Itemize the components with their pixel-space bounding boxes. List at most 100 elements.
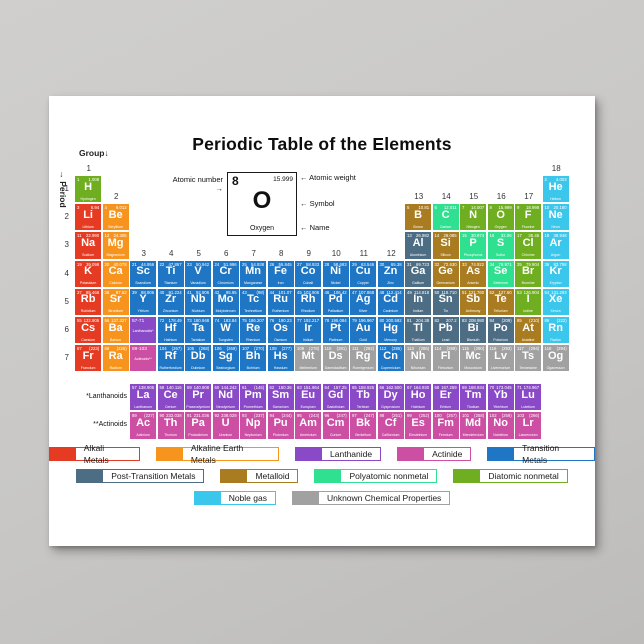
atomic-number: 108 <box>269 346 277 352</box>
element-cell-Ni: 28 58.693 Ni Nickel <box>322 260 349 287</box>
atomic-weight: 162.500 <box>386 385 402 390</box>
element-cell-Eu: 63 151.964 Eu Europium <box>295 384 322 411</box>
atomic-number: 115 <box>462 346 469 352</box>
element-name: Nitrogen <box>466 224 480 229</box>
element-name: Hafnium <box>164 337 178 342</box>
legend-item-diatomic: Diatomic nonmetal <box>453 469 568 483</box>
atomic-number: 28 <box>324 261 330 267</box>
element-symbol: Ti <box>165 265 176 278</box>
atomic-number: 14 <box>434 233 440 239</box>
element-name: Thallium <box>411 337 425 342</box>
atomic-weight: 107.868 <box>358 289 375 295</box>
element-cell-Am: 95 (243) Am Americium <box>295 412 322 439</box>
element-name: Chlorine <box>521 253 535 258</box>
atomic-weight: (267) <box>171 346 182 352</box>
group-number-8: 8 <box>279 248 284 258</box>
element-symbol: Am <box>299 416 317 429</box>
element-symbol: At <box>522 321 534 334</box>
diatomic-color-swatch <box>453 469 480 483</box>
atomic-weight: 167.259 <box>441 385 457 390</box>
element-name: Rhenium <box>246 337 261 342</box>
element-cell-Ho: 67 164.930 Ho Holmium <box>405 384 432 411</box>
element-symbol: He <box>548 180 563 193</box>
element-name: Europium <box>300 404 316 409</box>
legend-label: Transition Metals <box>513 443 595 465</box>
element-symbol: Pm <box>244 388 262 401</box>
element-symbol: H <box>84 180 93 193</box>
element-cell-V: 23 50.942 V Vanadium <box>185 260 212 287</box>
atomic-number: 39 <box>132 289 137 295</box>
element-symbol: Cn <box>383 349 398 362</box>
atomic-number: 109 <box>297 346 305 352</box>
element-cell-Ce: 58 140.116 Ce Cerium <box>157 384 184 411</box>
element-name: Lead <box>441 337 450 342</box>
atomic-weight: 22.990 <box>86 233 100 239</box>
atomic-number: 60 <box>214 385 220 390</box>
period-number-2: 2 <box>64 212 69 222</box>
element-symbol: No <box>493 416 508 429</box>
element-name: Chromium <box>217 281 234 286</box>
atomic-number: 27 <box>297 261 302 267</box>
element-name: Carbon <box>439 224 452 229</box>
element-cell-Tl: 81 204.38 Tl Thallium <box>405 317 432 344</box>
atomic-number: 65 <box>352 385 357 390</box>
atomic-weight: 88.906 <box>141 289 155 295</box>
atomic-weight: 95.95 <box>225 289 237 295</box>
element-symbol: Cs <box>81 321 96 334</box>
group-number-12: 12 <box>386 248 396 258</box>
atomic-weight-callout: ← Atomic weight <box>300 173 356 182</box>
atomic-number-callout: Atomic number → <box>172 175 223 193</box>
atomic-number: 32 <box>434 261 440 267</box>
atomic-weight: (252) <box>419 413 430 419</box>
element-name: Livermorium <box>490 365 511 370</box>
element-cell-Ta: 73 180.948 Ta Tantalum <box>185 317 212 344</box>
element-symbol: Cd <box>383 293 398 306</box>
element-name: Seaborgium <box>216 365 236 370</box>
group-number-7: 7 <box>251 248 256 258</box>
legend-row: Post-Transition Metals Metalloid Polyatomi… <box>49 469 595 483</box>
noble-color-swatch <box>193 491 220 505</box>
atomic-number: 111 <box>352 346 359 352</box>
lanthanoids-placeholder-cell: 57-71 Lanthanoids* <box>130 317 157 344</box>
element-symbol: Ge <box>438 265 453 278</box>
atomic-weight: 196.967 <box>358 318 375 323</box>
element-symbol: Fr <box>82 349 94 362</box>
element-cell-Og: 118 (294) Og Oganesson <box>542 345 569 372</box>
atomic-number: 58 <box>159 385 165 390</box>
unknown-color-swatch <box>291 491 318 505</box>
element-symbol: Tb <box>356 388 370 401</box>
element-symbol: Ar <box>549 236 562 249</box>
element-name: Hydrogen <box>80 196 96 201</box>
element-cell-Cd: 48 112.414 Cd Cadmium <box>377 288 404 315</box>
legend-item-noble: Noble gas <box>193 491 276 505</box>
atomic-weight: 208.980 <box>468 318 485 323</box>
atomic-number: 112 <box>379 346 387 352</box>
element-name: Iron <box>277 281 284 286</box>
element-name: Argon <box>550 253 561 258</box>
atomic-number: 59 <box>187 385 192 390</box>
atomic-weight: (278) <box>309 346 320 352</box>
element-symbol: Al <box>412 236 424 249</box>
element-name: Lanthanum <box>134 404 152 409</box>
atomic-weight: 180.948 <box>193 318 210 323</box>
element-symbol: Sc <box>136 265 150 278</box>
atomic-number: 61 <box>242 385 247 390</box>
element-symbol: Zr <box>165 293 177 306</box>
atomic-weight: 101.07 <box>278 289 292 295</box>
atomic-weight: 127.60 <box>498 289 512 295</box>
group-number-9: 9 <box>306 248 311 258</box>
atomic-weight: (270) <box>254 346 265 352</box>
atomic-weight: 164.930 <box>413 385 430 390</box>
element-symbol: O <box>496 208 505 221</box>
atomic-weight: 40.078 <box>113 261 127 267</box>
element-cell-Se: 34 78.971 Se Selenium <box>487 260 514 287</box>
atomic-number: 79 <box>352 318 357 323</box>
period-number-1: 1 <box>64 184 69 193</box>
atomic-number: 57 <box>132 385 137 390</box>
legend-row: Noble gas Unknown Chemical Properties <box>49 491 595 505</box>
atomic-weight: 118.710 <box>441 289 457 295</box>
legend-item-post: Post-Transition Metals <box>76 469 205 483</box>
atomic-number: 46 <box>324 289 330 295</box>
lanthanide-color-swatch <box>295 447 322 461</box>
atomic-weight: (223) <box>89 346 100 352</box>
